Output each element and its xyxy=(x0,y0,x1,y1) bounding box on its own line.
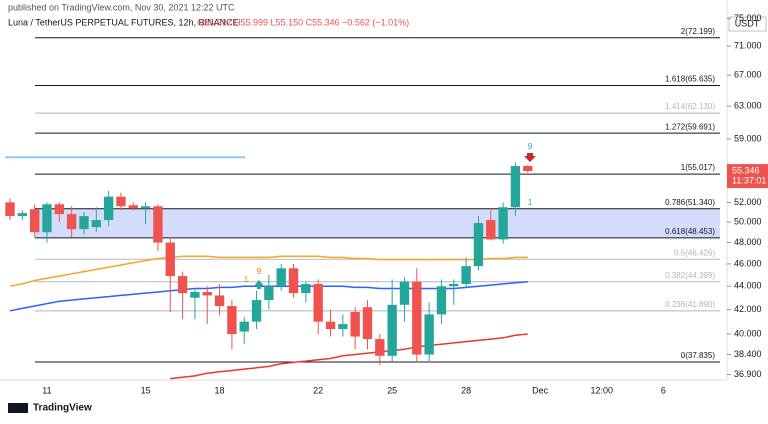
candle-body xyxy=(140,206,151,209)
candle-body xyxy=(301,283,311,294)
candle-body xyxy=(510,166,521,208)
candle-body xyxy=(251,300,262,322)
candle-body xyxy=(436,286,447,315)
x-tick-label: 25 xyxy=(387,385,397,395)
fib-label: 1(55.017) xyxy=(681,163,716,172)
candle-body xyxy=(338,324,348,330)
x-tick-label: 15 xyxy=(141,385,151,395)
annotation: 1 xyxy=(528,198,533,207)
x-tick-label: 22 xyxy=(313,385,323,395)
x-tick-label: 18 xyxy=(215,385,225,395)
fib-label: 0.382(44.399) xyxy=(665,271,715,280)
candle-body xyxy=(387,304,397,356)
logo-icon xyxy=(8,403,28,413)
fib-label: 1.414(62.130) xyxy=(665,102,715,111)
candle-body xyxy=(325,321,336,330)
candle-body xyxy=(399,281,410,305)
y-tick-label: 52.000 xyxy=(734,197,762,207)
candle-body xyxy=(288,268,299,294)
x-tick-label: 28 xyxy=(461,385,471,395)
candle-body xyxy=(153,206,163,243)
candle-body xyxy=(177,276,188,294)
countdown: 11:37:01 xyxy=(732,175,766,185)
currency-box xyxy=(728,16,767,32)
y-tick-label: 46.000 xyxy=(734,258,762,268)
candle-body xyxy=(227,305,237,335)
fib-label: 1.618(65.635) xyxy=(665,75,715,84)
currency: USDT xyxy=(735,18,760,28)
candle-body xyxy=(66,214,77,230)
candle-body xyxy=(128,205,138,209)
y-tick-label: 75.000 xyxy=(734,13,762,23)
candle-body xyxy=(412,281,422,355)
fib-label: 0.786(51.340) xyxy=(665,198,715,207)
candle-body xyxy=(523,165,533,172)
symbol: Luna / TetherUS PERPETUAL FUTURES, 12h, … xyxy=(8,17,239,27)
fib-label: 0.618(48.453) xyxy=(665,227,715,236)
candle-body xyxy=(362,307,373,340)
fib-label: 0.236(41.890) xyxy=(665,300,715,309)
candle-body xyxy=(165,242,175,277)
fib-label: 0(37.835) xyxy=(681,351,716,360)
candle-body xyxy=(91,220,101,228)
moving-average xyxy=(170,333,528,380)
candle-body xyxy=(239,321,249,332)
candle-body xyxy=(375,339,385,356)
candle-body xyxy=(486,220,496,240)
candle-body xyxy=(424,314,434,355)
fib-zone xyxy=(35,208,720,238)
candle-body xyxy=(202,291,212,296)
y-tick-label: 48.000 xyxy=(734,237,762,247)
y-tick-label: 40.000 xyxy=(734,328,762,338)
y-tick-label: 50.000 xyxy=(734,216,762,226)
moving-average xyxy=(9,255,528,287)
fib-label: 0.5(46.426) xyxy=(674,248,715,257)
candle-body xyxy=(498,207,508,240)
x-tick-label: 6 xyxy=(661,385,666,395)
annotation: 9 xyxy=(257,267,262,276)
candle-body xyxy=(350,311,360,337)
candle-body xyxy=(5,202,15,217)
y-tick-label: 63.000 xyxy=(734,100,762,110)
candle-body xyxy=(190,291,200,298)
y-tick-label: 42.000 xyxy=(734,304,762,314)
ohlc: O55.912 H55.999 L55.150 C55.346 −0.562 (… xyxy=(197,17,409,27)
price-tag-label: 55.346 xyxy=(732,165,760,175)
x-tick-label: Dec xyxy=(532,385,549,395)
published: published on TradingView.com, Nov 30, 20… xyxy=(8,2,235,12)
candle-body xyxy=(103,196,114,221)
y-tick-label: 36.900 xyxy=(734,369,762,379)
candle-body xyxy=(461,266,471,284)
logo: TradingView xyxy=(33,403,92,414)
fib-label: 1.272(59.691) xyxy=(665,122,715,131)
x-tick-label: 11 xyxy=(42,385,51,395)
y-tick-label: 71.000 xyxy=(734,40,762,50)
y-tick-label: 67.000 xyxy=(734,70,762,80)
candle-body xyxy=(449,283,459,287)
annotation: 9 xyxy=(528,142,533,151)
annotation: 1 xyxy=(244,275,249,284)
buy-arrow xyxy=(254,280,264,289)
price-tag xyxy=(727,164,768,189)
x-tick-label: 12:00 xyxy=(590,385,613,395)
candle-body xyxy=(473,223,484,267)
candle-body xyxy=(79,216,89,230)
candle-body xyxy=(54,204,64,215)
candle-body xyxy=(276,268,286,287)
candle-body xyxy=(313,283,323,322)
fib-label: 2(72.199) xyxy=(681,27,716,36)
candle-body xyxy=(214,295,225,306)
y-tick-label: 38.400 xyxy=(734,349,762,359)
candle-body xyxy=(17,213,28,217)
sell-arrow xyxy=(524,153,536,162)
candle-body xyxy=(29,209,40,233)
candle-body xyxy=(42,204,52,233)
y-tick-label: 44.000 xyxy=(734,281,762,291)
candle-body xyxy=(116,196,126,207)
candle-body xyxy=(264,286,274,301)
y-tick-label: 59.000 xyxy=(734,133,762,143)
